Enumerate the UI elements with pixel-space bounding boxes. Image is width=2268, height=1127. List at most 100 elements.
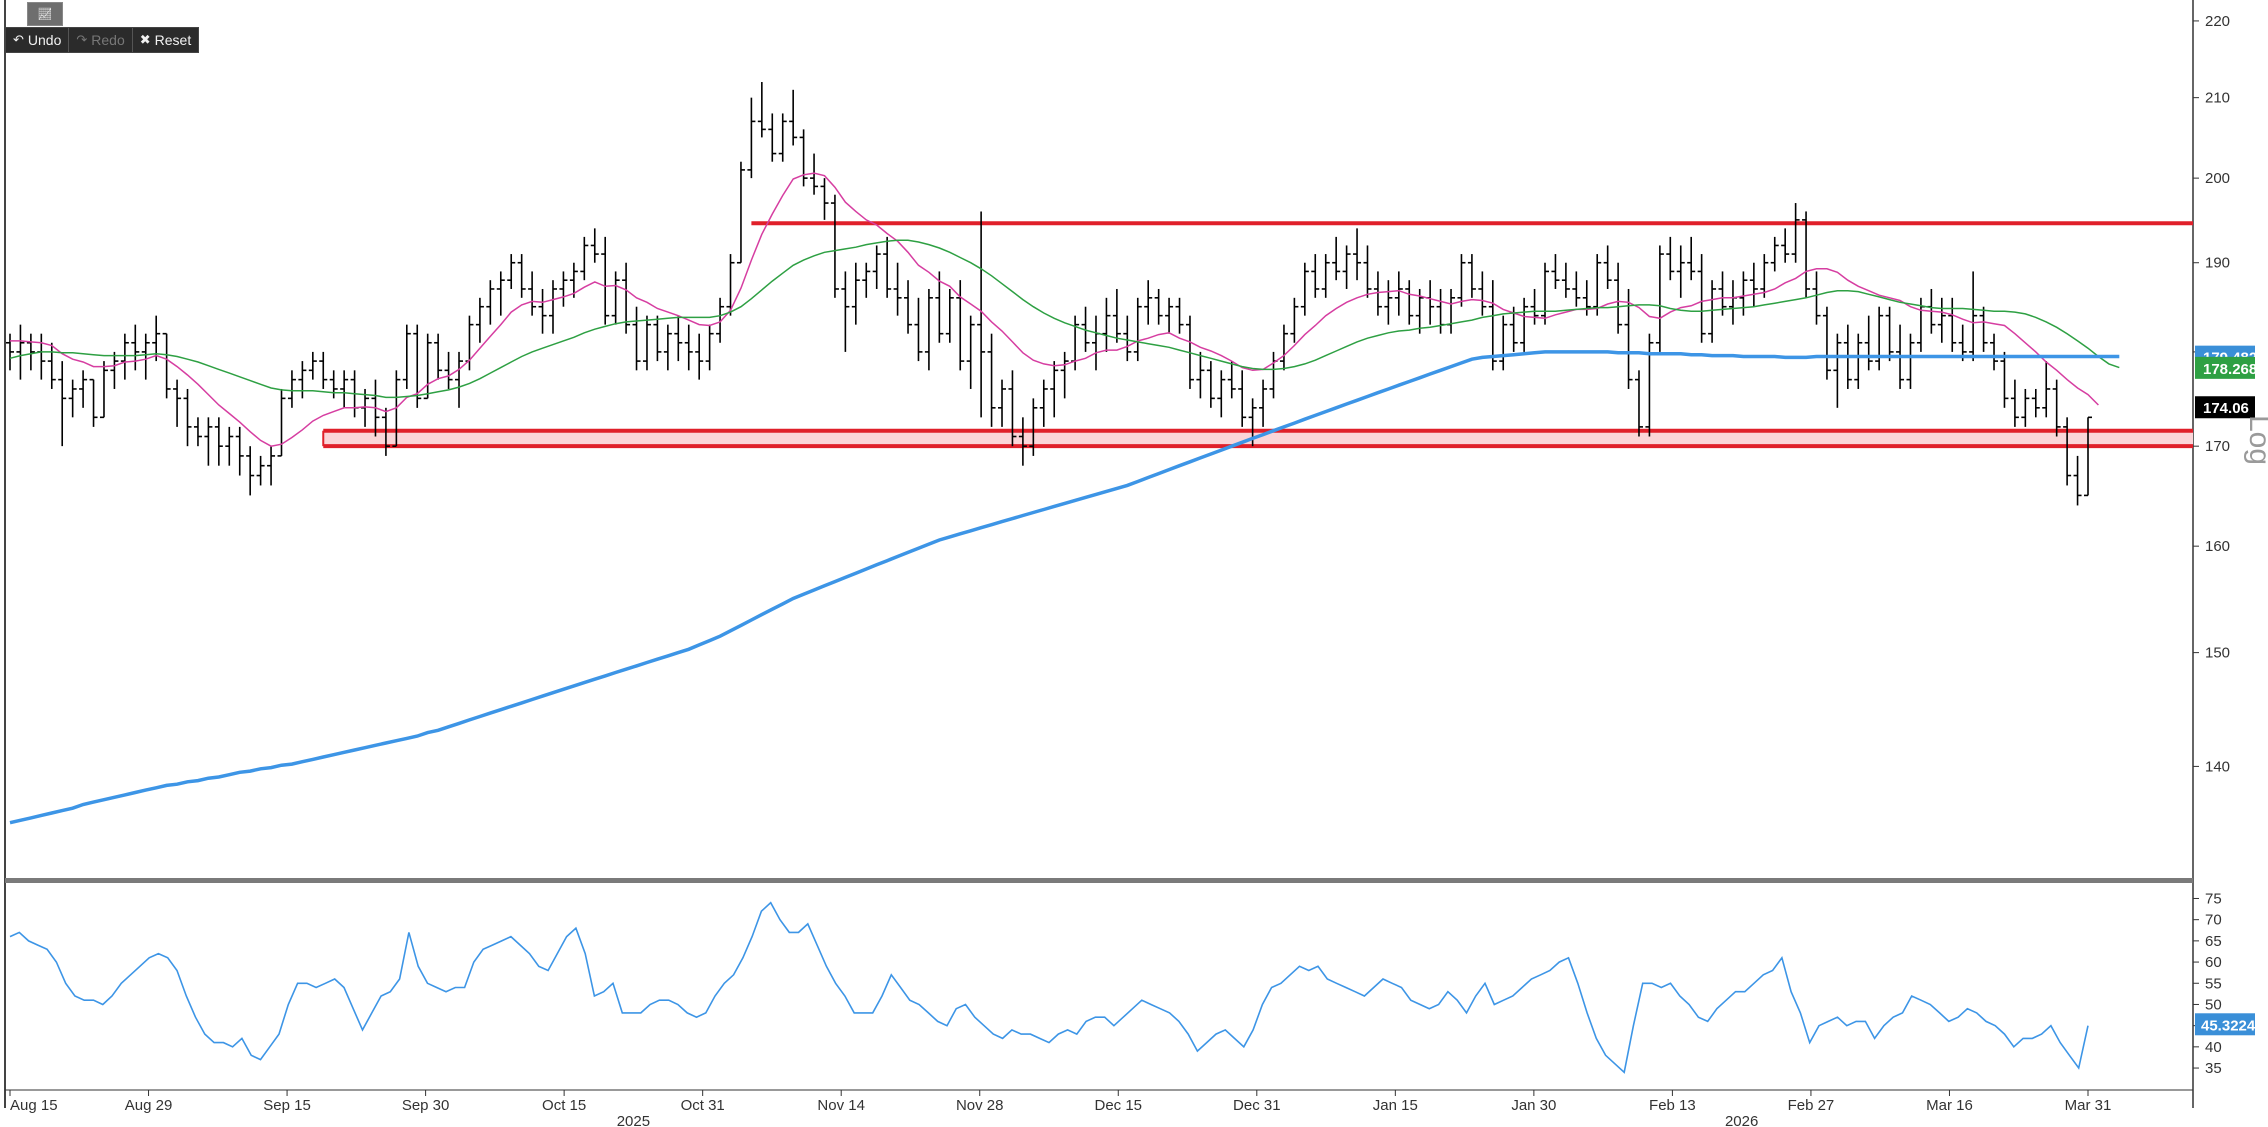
- time-axis-tick-label: Sep 15: [263, 1097, 311, 1114]
- time-axis-tick-label: Nov 14: [817, 1097, 865, 1114]
- ohlc-bar: [214, 417, 223, 466]
- ohlc-bar: [1259, 379, 1268, 427]
- time-axis-tick-label: Jan 30: [1511, 1097, 1556, 1114]
- ohlc-bar: [1885, 306, 1894, 362]
- ohlc-bar: [1749, 262, 1758, 307]
- ohlc-bar: [162, 332, 171, 399]
- ohlc-bar: [768, 113, 777, 162]
- ohlc-bar: [1572, 271, 1581, 307]
- ohlc-bar: [1634, 370, 1643, 437]
- ohlc-bar: [893, 262, 902, 316]
- ohlc-bar: [110, 351, 119, 389]
- price-axis-tick-label: 210: [2205, 90, 2230, 107]
- ohlc-bar: [945, 288, 954, 343]
- ohlc-bar: [1760, 254, 1769, 298]
- ohlc-bar: [47, 342, 56, 389]
- panel-divider[interactable]: [5, 878, 2193, 883]
- ohlc-bar: [1593, 254, 1602, 316]
- ohlc-bar: [183, 388, 192, 447]
- redo-button[interactable]: ↷ Redo: [69, 28, 133, 52]
- history-toolbar: ↶ Undo ↷ Redo ✖ Reset: [5, 27, 200, 53]
- price-axis-tick-label: 170: [2205, 438, 2230, 455]
- ohlc-bar: [1509, 306, 1518, 352]
- ohlc-bar: [1008, 370, 1017, 447]
- ohlc-bar: [590, 228, 599, 263]
- price-axis-tick-label: 140: [2205, 758, 2230, 775]
- ohlc-bar: [1279, 324, 1288, 371]
- short-moving-average-line: [10, 172, 2099, 447]
- ohlc-bar: [2084, 416, 2092, 497]
- ohlc-bar: [1551, 254, 1560, 289]
- ohlc-bar: [736, 161, 745, 264]
- ohlc-bar: [1457, 254, 1466, 307]
- time-axis-tick-label: Feb 13: [1649, 1097, 1696, 1114]
- time-axis-tick-label: Dec 15: [1095, 1097, 1143, 1114]
- ohlc-bar: [131, 324, 140, 371]
- ohlc-bar: [695, 333, 704, 380]
- ohlc-bar: [966, 315, 975, 389]
- ohlc-bar: [1990, 333, 1999, 371]
- ohlc-bar: [726, 254, 735, 316]
- ohlc-bar: [538, 288, 547, 334]
- ohlc-bar: [308, 351, 317, 380]
- price-axis-tick-label: 200: [2205, 170, 2230, 187]
- ohlc-bar: [256, 455, 265, 486]
- ohlc-bar: [757, 82, 766, 138]
- scale-mode-label[interactable]: Log: [2243, 415, 2268, 465]
- ohlc-bar: [569, 262, 578, 298]
- long-moving-average-line: [9, 350, 2120, 825]
- ohlc-bar: [1603, 245, 1612, 289]
- time-axis-tick-label: Mar 16: [1926, 1097, 1973, 1114]
- ohlc-bar: [1175, 297, 1184, 334]
- ohlc-bar: [1165, 297, 1174, 334]
- time-axis-tick-label: Aug 29: [125, 1097, 173, 1114]
- oscillator-value-label-text: 45.3224: [2201, 1017, 2256, 1034]
- price-panel: [6, 82, 2193, 825]
- redo-icon: ↷: [76, 32, 88, 47]
- ohlc-bar: [1969, 271, 1978, 362]
- ohlc-bar: [1833, 333, 1842, 408]
- time-axis-tick-label: Nov 28: [956, 1097, 1004, 1114]
- ohlc-bar: [381, 407, 390, 456]
- last-price-label: 174.06: [2195, 396, 2255, 419]
- ohlc-bar: [851, 262, 860, 325]
- ohlc-bar: [1708, 280, 1717, 343]
- ohlc-bar: [642, 315, 651, 371]
- ohlc-bar: [1655, 245, 1664, 352]
- medium-ma-value-label-text: 178.268: [2203, 361, 2257, 378]
- ohlc-bar: [716, 297, 725, 343]
- ohlc-bar: [1520, 297, 1529, 352]
- ohlc-bar: [319, 351, 328, 389]
- axes: 140150160170180190200210220179.4824178.2…: [9, 13, 2266, 1127]
- ohlc-bar: [789, 89, 798, 146]
- ohlc-bar: [830, 194, 839, 298]
- ohlc-bar: [935, 271, 944, 343]
- undo-button[interactable]: ↶ Undo: [6, 28, 70, 52]
- ohlc-bar: [402, 324, 411, 389]
- ohlc-bar: [1937, 297, 1946, 343]
- ohlc-bar: [173, 379, 182, 427]
- ohlc-bar: [1405, 280, 1414, 325]
- ohlc-bar: [747, 97, 756, 179]
- ohlc-bar: [1697, 254, 1706, 343]
- line-chart-icon: 📈︎: [37, 7, 53, 21]
- year-label: 2025: [617, 1113, 650, 1127]
- ohlc-bar: [68, 379, 77, 418]
- ohlc-bar: [1614, 262, 1623, 334]
- price-axis-tick-label: 150: [2205, 645, 2230, 662]
- ohlc-bar: [2063, 417, 2072, 486]
- ohlc-bar: [663, 324, 672, 371]
- chart-type-button[interactable]: 📈︎: [27, 2, 63, 26]
- oscillator-axis-tick-label: 35: [2205, 1060, 2222, 1077]
- ohlc-bar: [1822, 306, 1831, 380]
- ohlc-bar: [1384, 280, 1393, 325]
- ohlc-bar: [1561, 262, 1570, 298]
- ohlc-bar: [1718, 271, 1727, 316]
- ohlc-bar: [841, 271, 850, 352]
- oscillator-axis-tick-label: 50: [2205, 996, 2222, 1013]
- ohlc-bar: [1102, 297, 1111, 352]
- ohlc-bar: [1353, 228, 1362, 281]
- reset-button[interactable]: ✖ Reset: [133, 28, 198, 52]
- ohlc-bar: [810, 153, 819, 195]
